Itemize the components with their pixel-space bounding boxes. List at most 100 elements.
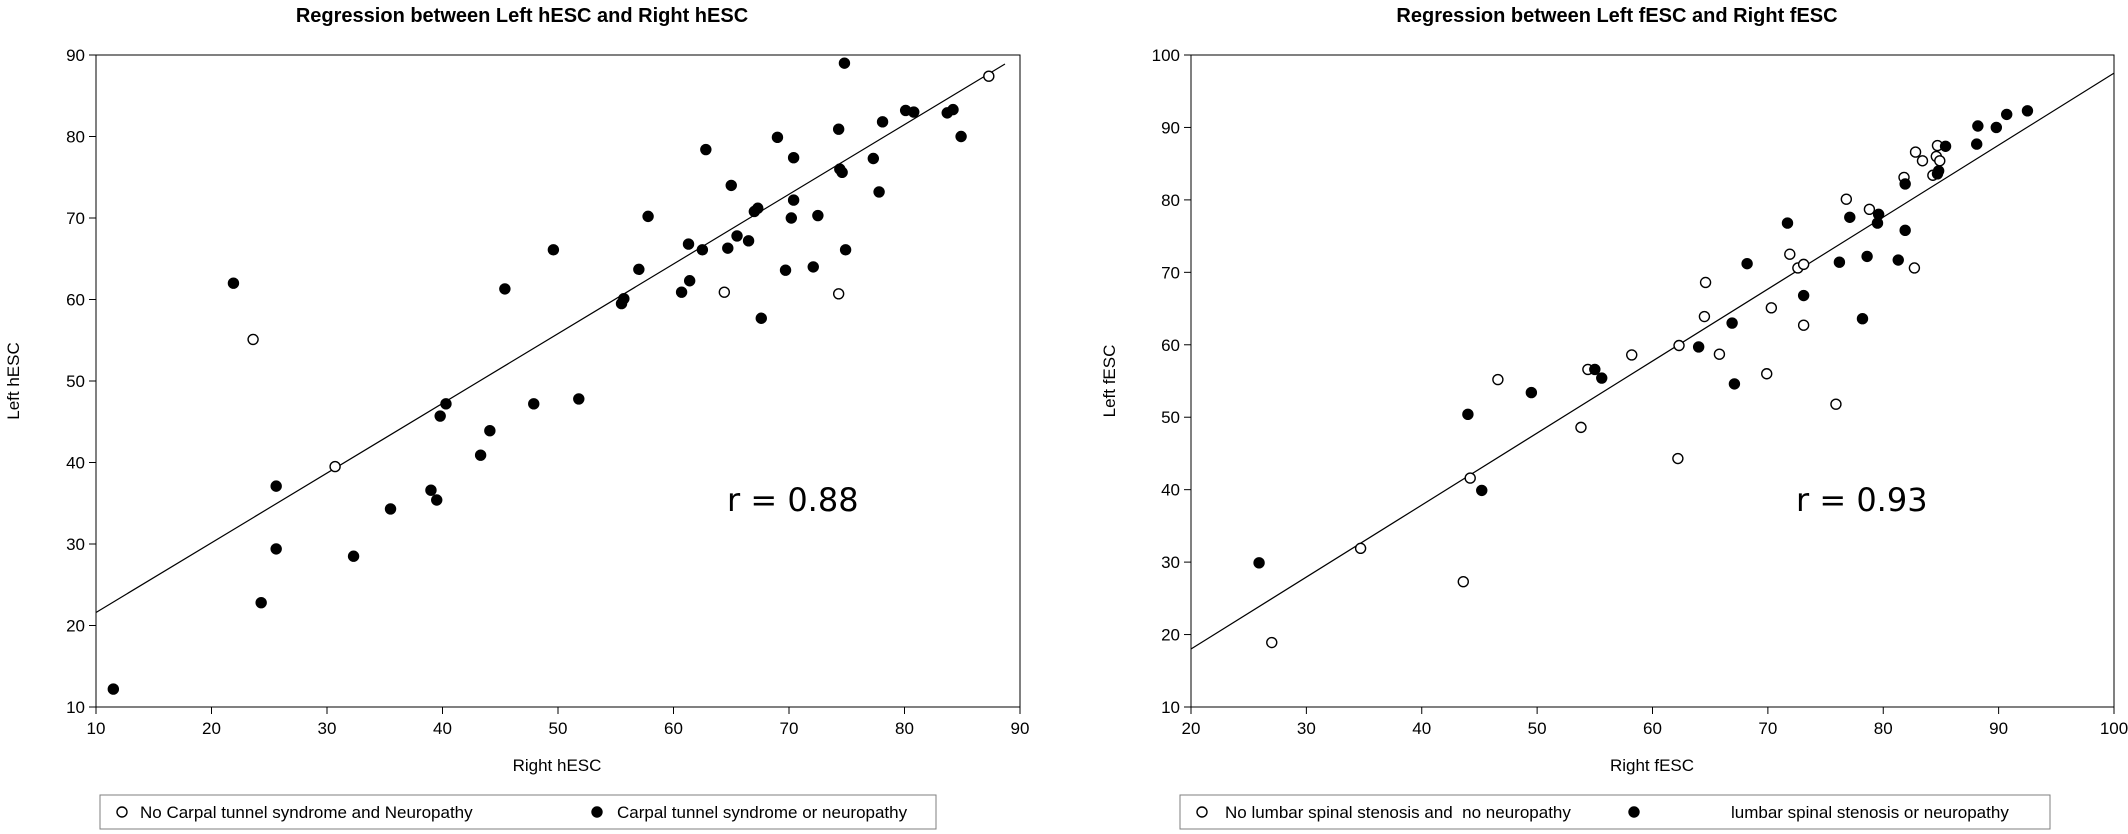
data-point-filled xyxy=(752,202,764,214)
chart-panel-fesc: Regression between Left fESC and Right f… xyxy=(1100,5,2128,830)
chart-title-fesc: Regression between Left fESC and Right f… xyxy=(1396,5,1837,27)
ticks-hesc: 10 20 30 40 50 60 70 80 90 10 20 30 40 50 60 70 80 90 xyxy=(66,46,1029,738)
regression-line-fesc xyxy=(1190,72,2115,650)
data-point-filled xyxy=(2021,105,2034,117)
y-tick-label: 50 xyxy=(66,372,85,391)
data-point-filled xyxy=(947,103,959,116)
data-point-open xyxy=(1761,368,1773,380)
data-point-open xyxy=(1840,193,1853,205)
plot-area-fesc xyxy=(1190,54,2115,708)
data-point-filled xyxy=(1833,256,1846,268)
data-point-filled xyxy=(1872,208,1885,221)
data-point-filled xyxy=(440,398,452,410)
data-point-filled xyxy=(1728,378,1741,390)
y-tick-label: 70 xyxy=(1161,263,1180,282)
x-tick-label: 50 xyxy=(549,719,568,738)
data-point-filled xyxy=(700,143,712,156)
y-tick-label: 30 xyxy=(66,535,85,554)
y-tick-label: 40 xyxy=(66,454,85,473)
y-tick-label: 10 xyxy=(1161,698,1180,717)
data-point-open xyxy=(1765,302,1778,314)
data-point-filled xyxy=(696,244,709,256)
x-tick-label: 70 xyxy=(1758,719,1777,738)
data-point-filled xyxy=(547,244,560,256)
x-tick-label: 70 xyxy=(780,719,799,738)
data-point-filled xyxy=(528,398,540,410)
data-point-filled xyxy=(812,209,824,222)
data-point-open xyxy=(1797,258,1810,271)
legend-box-fesc xyxy=(1179,794,2051,830)
data-point-filled xyxy=(1971,138,1983,150)
data-point-open xyxy=(1909,146,1922,158)
y-tick-label: 20 xyxy=(66,617,85,636)
data-point-filled xyxy=(779,264,792,276)
data-point-filled xyxy=(1899,178,1911,190)
x-tick-label: 40 xyxy=(1412,719,1431,738)
data-point-filled xyxy=(1726,317,1738,329)
y-tick-label: 80 xyxy=(66,128,85,147)
y-tick-label: 90 xyxy=(66,46,85,65)
data-point-filled xyxy=(955,130,967,143)
data-point-filled xyxy=(839,244,852,256)
data-point-filled xyxy=(347,550,360,562)
data-point-filled xyxy=(836,166,848,179)
data-point-filled xyxy=(755,312,767,324)
x-axis-label-hesc: Right hESC xyxy=(513,756,602,775)
plot-area-hesc xyxy=(95,54,1021,708)
x-tick-label: 100 xyxy=(2100,719,2128,738)
x-axis-label-fesc: Right fESC xyxy=(1610,756,1694,775)
data-point-filled xyxy=(682,238,695,250)
data-point-open xyxy=(1699,276,1712,289)
data-point-filled xyxy=(1856,312,1869,325)
data-point-filled xyxy=(1844,211,1856,223)
legend-label-fesc-1: lumbar spinal stenosis or neuropathy xyxy=(1731,803,2009,822)
data-point-open xyxy=(1698,310,1711,323)
data-point-open xyxy=(247,333,259,346)
y-tick-label: 60 xyxy=(1161,336,1180,355)
data-point-filled xyxy=(474,449,487,461)
data-point-open xyxy=(1797,319,1810,331)
data-point-filled xyxy=(838,57,851,69)
data-point-filled xyxy=(1596,372,1608,384)
data-point-filled xyxy=(867,152,880,165)
legend-box-hesc xyxy=(99,794,937,830)
data-point-open xyxy=(832,288,845,300)
data-point-filled xyxy=(1476,484,1488,497)
legend-marker-open xyxy=(1196,806,1208,818)
data-point-filled xyxy=(807,261,819,273)
data-point-filled xyxy=(1781,217,1794,229)
data-point-open xyxy=(329,460,341,473)
data-point-open xyxy=(1575,421,1587,434)
x-tick-label: 90 xyxy=(1011,719,1030,738)
data-point-filled xyxy=(722,242,734,254)
data-point-filled xyxy=(771,131,784,144)
data-point-open xyxy=(1908,262,1921,274)
y-tick-label: 80 xyxy=(1161,191,1180,210)
data-point-filled xyxy=(270,480,282,492)
data-point-filled xyxy=(384,503,397,515)
data-point-filled xyxy=(1990,121,2003,134)
data-point-filled xyxy=(2001,108,2013,121)
y-tick-label: 90 xyxy=(1161,118,1180,137)
data-point-filled xyxy=(1525,386,1538,399)
data-point-filled xyxy=(675,286,688,298)
y-tick-label: 10 xyxy=(66,698,85,717)
y-tick-label: 40 xyxy=(1161,481,1180,500)
data-point-filled xyxy=(1899,224,1911,237)
data-point-filled xyxy=(270,543,282,555)
data-point-filled xyxy=(1462,408,1474,421)
x-tick-label: 60 xyxy=(664,719,683,738)
data-point-open xyxy=(1830,398,1842,410)
data-point-open xyxy=(1457,575,1469,588)
legend-marker-open xyxy=(116,806,128,818)
y-tick-label: 20 xyxy=(1161,626,1180,645)
x-tick-label: 40 xyxy=(433,719,452,738)
y-axis-label-hesc: Left hESC xyxy=(4,342,23,420)
data-point-filled xyxy=(1939,140,1952,152)
data-point-filled xyxy=(227,277,240,289)
data-point-open xyxy=(983,70,995,82)
chart-panel-hesc: Regression between Left hESC and Right h… xyxy=(4,5,1029,830)
x-tick-label: 80 xyxy=(1874,719,1893,738)
data-point-filled xyxy=(573,393,585,405)
